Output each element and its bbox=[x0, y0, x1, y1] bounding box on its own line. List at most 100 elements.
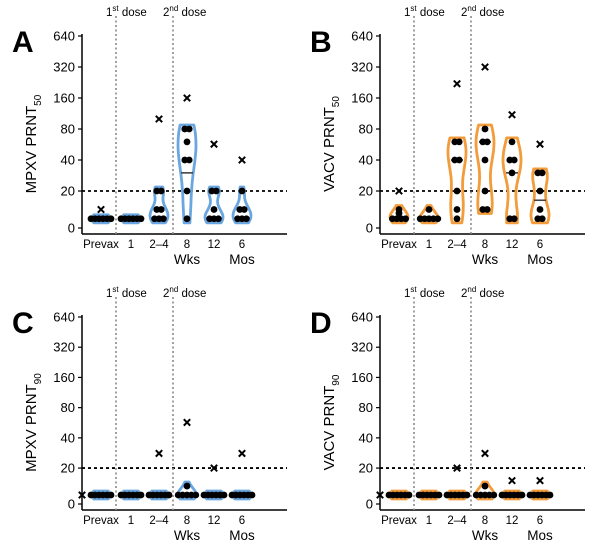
x-tick-label: 6 bbox=[537, 515, 543, 527]
dose-text: dose bbox=[119, 288, 147, 300]
x-tick-label: 8 bbox=[482, 239, 488, 251]
data-point bbox=[137, 491, 145, 499]
category-3: 8 bbox=[472, 449, 498, 527]
data-point bbox=[212, 187, 220, 195]
x-tick-label: Prevax bbox=[381, 239, 417, 251]
max-cross-marker bbox=[155, 449, 163, 458]
x-tick-label: 1 bbox=[128, 515, 134, 527]
violin-shape bbox=[529, 167, 551, 225]
category-2: 2–4 bbox=[443, 464, 471, 527]
y-tick-label: 640 bbox=[351, 29, 373, 44]
dose-text: dose bbox=[119, 7, 147, 19]
violin-shape bbox=[148, 185, 170, 225]
dose-label: 1st dose bbox=[106, 285, 147, 300]
dose-superscript: nd bbox=[169, 285, 178, 294]
y-tick-label: 640 bbox=[351, 310, 373, 325]
y-tick-label: 20 bbox=[61, 184, 75, 199]
y-axis-label-text: MPXV PRNT bbox=[23, 106, 40, 194]
data-point bbox=[157, 206, 165, 213]
data-point bbox=[536, 206, 544, 213]
dose-number: 1 bbox=[106, 7, 112, 19]
y-axis-label-text: VACV PRNT bbox=[321, 386, 338, 471]
y-tick-label: 40 bbox=[61, 430, 75, 445]
dose-number: 2 bbox=[461, 288, 467, 300]
weeks-group-label: Wks bbox=[174, 528, 200, 543]
data-point bbox=[483, 138, 491, 146]
max-cross-marker bbox=[183, 418, 191, 427]
violin-shape bbox=[501, 136, 523, 225]
category-1: 1 bbox=[117, 489, 145, 527]
x-tick-label: 1 bbox=[426, 239, 432, 251]
weeks-group-label: Wks bbox=[174, 252, 200, 267]
dose-label: 2nd dose bbox=[163, 4, 206, 19]
max-cross-marker bbox=[183, 94, 191, 102]
category-0: Prevax bbox=[83, 205, 119, 251]
left-cross-marker bbox=[376, 491, 384, 499]
dose-number: 1 bbox=[106, 288, 112, 300]
x-tick-label: 6 bbox=[239, 239, 245, 251]
x-tick-label: 1 bbox=[128, 239, 134, 251]
panel-letter: C bbox=[12, 307, 34, 340]
dose-superscript: nd bbox=[467, 4, 476, 13]
data-point bbox=[210, 206, 218, 213]
max-cross-marker bbox=[481, 63, 489, 71]
max-cross-marker bbox=[536, 140, 544, 149]
y-tick-label: 0 bbox=[366, 221, 373, 236]
months-group-label: Mos bbox=[229, 252, 255, 267]
data-point bbox=[453, 187, 461, 195]
x-tick-label: 2–4 bbox=[447, 239, 467, 251]
y-tick-label: 20 bbox=[359, 184, 373, 199]
y-tick-label: 640 bbox=[53, 29, 75, 44]
dose-text: dose bbox=[417, 288, 445, 300]
data-point bbox=[185, 125, 193, 133]
y-tick-label: 160 bbox=[53, 91, 75, 106]
x-tick-label: 12 bbox=[208, 515, 221, 527]
data-point bbox=[546, 491, 554, 499]
x-tick-label: 8 bbox=[482, 515, 488, 527]
dose-label: 1st dose bbox=[404, 4, 445, 19]
y-tick-label: 80 bbox=[61, 400, 75, 415]
y-tick-label: 0 bbox=[68, 221, 75, 236]
category-1: 1 bbox=[415, 489, 443, 527]
category-5: 6 bbox=[526, 476, 554, 527]
months-group-label: Mos bbox=[527, 528, 553, 543]
dose-superscript: st bbox=[112, 285, 119, 294]
data-point bbox=[510, 215, 518, 223]
violin-shape bbox=[446, 136, 468, 225]
data-point bbox=[538, 169, 546, 177]
category-0: Prevax bbox=[381, 489, 417, 527]
data-point bbox=[453, 215, 461, 223]
data-point bbox=[157, 187, 165, 195]
data-point bbox=[220, 491, 228, 499]
x-tick-label: 8 bbox=[184, 239, 190, 251]
y-tick-label: 80 bbox=[359, 400, 373, 415]
panel-letter: A bbox=[12, 26, 34, 59]
category-4: 12 bbox=[498, 476, 526, 527]
y-tick-label: 40 bbox=[359, 153, 373, 168]
max-cross-marker bbox=[508, 110, 516, 119]
x-tick-label: 12 bbox=[506, 515, 519, 527]
data-point bbox=[183, 482, 191, 490]
data-point bbox=[183, 138, 191, 146]
violin-shape bbox=[203, 185, 225, 225]
category-0: Prevax bbox=[381, 187, 417, 251]
y-axis-label: VACV PRNT50 bbox=[321, 96, 342, 192]
data-point bbox=[402, 215, 409, 223]
dose-superscript: nd bbox=[169, 4, 178, 13]
max-cross-marker bbox=[453, 79, 461, 88]
y-tick-label: 0 bbox=[68, 497, 75, 512]
data-point bbox=[455, 156, 463, 164]
data-point bbox=[107, 215, 115, 223]
dose-number: 2 bbox=[461, 7, 467, 19]
data-point bbox=[481, 187, 489, 195]
violin-shape bbox=[231, 185, 253, 225]
data-point bbox=[192, 491, 200, 499]
category-4: 12 bbox=[200, 464, 228, 527]
max-cross-marker bbox=[508, 476, 516, 485]
category-3: 8 bbox=[176, 94, 198, 251]
weeks-group-label: Wks bbox=[472, 528, 498, 543]
data-point bbox=[137, 215, 145, 223]
